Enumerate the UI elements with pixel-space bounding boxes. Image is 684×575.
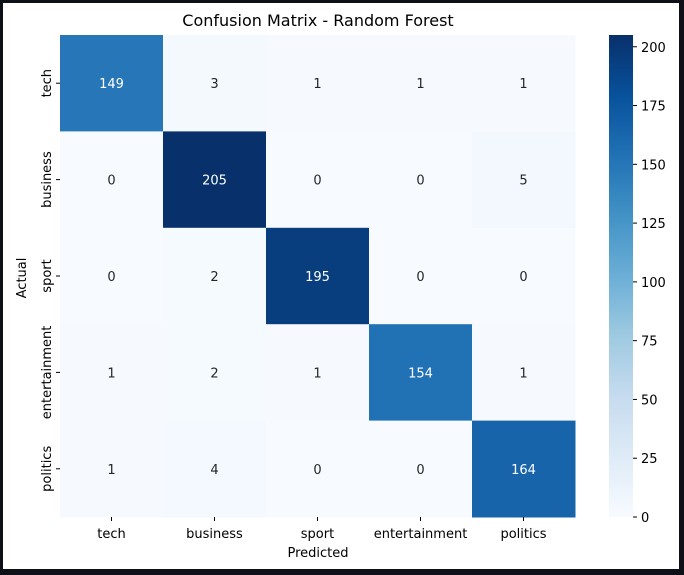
colorbar-tick-label: 200 xyxy=(641,41,666,56)
x-axis-label: Predicted xyxy=(287,546,348,561)
cell-value-label: 1 xyxy=(416,77,424,92)
heatmap-cell xyxy=(60,324,164,422)
cell-value-label: 0 xyxy=(519,270,527,285)
colorbar-tick-label: 50 xyxy=(641,393,658,408)
colorbar-tick-label: 100 xyxy=(641,276,666,291)
chart-title: Confusion Matrix - Random Forest xyxy=(182,11,453,30)
x-tick-label: sport xyxy=(301,527,334,542)
heatmap-cell xyxy=(472,35,576,132)
heatmap-cells xyxy=(60,35,576,518)
y-axis: tech business sport entertainment politics xyxy=(40,69,60,492)
cell-value-label: 4 xyxy=(210,463,218,478)
heatmap-cell xyxy=(60,131,164,229)
cell-value-label: 3 xyxy=(210,77,218,92)
cell-value-label: 2 xyxy=(210,366,218,381)
heatmap-cell xyxy=(369,35,473,132)
cell-value-label: 0 xyxy=(313,463,321,478)
cell-value-label: 0 xyxy=(107,270,115,285)
heatmap-cell xyxy=(60,35,164,132)
cell-value-label: 1 xyxy=(313,77,321,92)
figure: Confusion Matrix - Random Forest 149 3 1 1 1… xyxy=(3,3,679,569)
heatmap-cell xyxy=(266,131,370,229)
cell-value-label: 1 xyxy=(107,463,115,478)
colorbar-tick-label: 0 xyxy=(641,511,649,526)
cell-value-label: 1 xyxy=(519,366,527,381)
heatmap-cell xyxy=(369,420,473,518)
cell-value-label: 0 xyxy=(416,270,424,285)
heatmap-cell xyxy=(163,227,267,325)
colorbar-tick-label: 175 xyxy=(641,100,666,115)
heatmap-cell xyxy=(369,324,473,422)
cell-value-label: 0 xyxy=(107,174,115,189)
cell-value-label: 2 xyxy=(210,270,218,285)
heatmap-cell xyxy=(369,131,473,229)
y-tick-label: business xyxy=(40,151,55,208)
heatmap-cell xyxy=(472,131,576,229)
y-tick-label: entertainment xyxy=(40,326,55,420)
y-tick-label: sport xyxy=(40,259,55,292)
cell-value-label: 205 xyxy=(202,174,227,189)
cell-value-label: 5 xyxy=(519,174,527,189)
colorbar-tick-label: 125 xyxy=(641,217,666,232)
y-axis-label: Actual xyxy=(15,258,30,299)
heatmap-cell xyxy=(60,420,164,518)
heatmap-cell xyxy=(472,227,576,325)
heatmap-cell xyxy=(163,324,267,422)
heatmap-cell xyxy=(472,420,576,518)
colorbar-tick-label: 25 xyxy=(641,452,658,467)
colorbar xyxy=(609,35,633,517)
cell-value-label: 149 xyxy=(99,77,124,92)
x-tick-label: entertainment xyxy=(374,527,468,542)
heatmap-cell xyxy=(163,35,267,132)
confusion-matrix-chart: Confusion Matrix - Random Forest 149 3 1 1 1… xyxy=(15,11,666,561)
heatmap-cell xyxy=(369,227,473,325)
heatmap-cell xyxy=(266,35,370,132)
heatmap-cell xyxy=(266,324,370,422)
cell-value-label: 0 xyxy=(416,174,424,189)
heatmap-cell xyxy=(163,131,267,229)
y-tick-label: politics xyxy=(40,446,55,492)
colorbar-tick-label: 150 xyxy=(641,158,666,173)
x-tick-label: tech xyxy=(97,527,125,542)
cell-value-label: 195 xyxy=(305,270,330,285)
x-tick-label: politics xyxy=(500,527,546,542)
cell-value-label: 164 xyxy=(511,463,536,478)
heatmap-cell xyxy=(472,324,576,422)
cell-value-label: 1 xyxy=(107,366,115,381)
y-tick-label: tech xyxy=(40,69,55,97)
cell-value-label: 1 xyxy=(519,77,527,92)
colorbar-ticks: 0 25 50 75 100 125 150 175 200 xyxy=(633,41,666,526)
heatmap-cell xyxy=(266,227,370,325)
cell-value-label: 1 xyxy=(313,366,321,381)
colorbar-tick-label: 75 xyxy=(641,335,658,350)
cell-value-label: 0 xyxy=(313,174,321,189)
heatmap-cell xyxy=(60,227,164,325)
cell-value-label: 0 xyxy=(416,463,424,478)
cell-value-label: 154 xyxy=(408,366,433,381)
x-tick-label: business xyxy=(186,527,243,542)
heatmap-cell xyxy=(163,420,267,518)
heatmap-cell xyxy=(266,420,370,518)
x-axis: tech business sport entertainment politics xyxy=(97,517,547,542)
cell-annotations: 149 3 1 1 1 0 205 0 0 5 0 2 195 0 0 1 2 1 154 1 1 4 0 0 164 xyxy=(99,77,536,478)
